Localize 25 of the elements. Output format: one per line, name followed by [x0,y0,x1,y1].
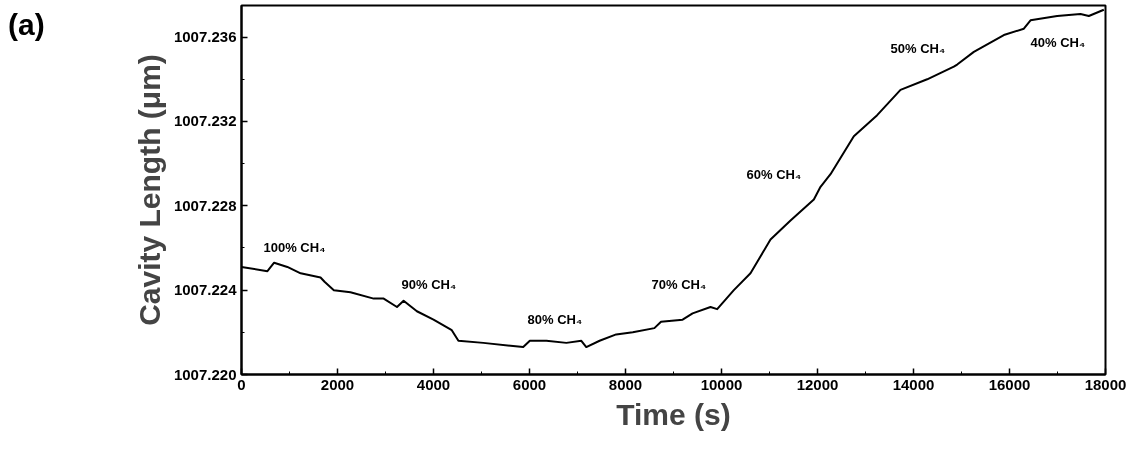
x-tick-label: 16000 [988,375,1031,393]
y-tick-label: 1007.236 [173,28,237,46]
y-tick-label: 1007.232 [173,112,237,130]
x-tick-label: 4000 [416,375,451,393]
annotation: 40% CH₄ [1030,35,1086,50]
x-tick-label: 12000 [796,375,839,393]
x-tick-label: 18000 [1084,375,1127,393]
x-tick-label: 2000 [320,375,355,393]
y-tick-label: 1007.224 [173,281,238,299]
annotation: 90% CH₄ [401,277,457,292]
x-tick-label: 6000 [512,375,547,393]
x-tick-label: 10000 [700,375,743,393]
annotation: 60% CH₄ [746,167,802,182]
y-tick-label: 1007.220 [173,365,237,383]
x-axis-title: Time (s) [616,397,731,431]
annotation: 100% CH₄ [263,240,326,255]
x-tick-label: 14000 [892,375,935,393]
y-axis-title: Cavity Length (μm) [132,54,166,326]
annotation: 80% CH₄ [527,312,583,327]
annotation: 50% CH₄ [890,41,946,56]
chart-title: (a) [8,7,45,43]
y-tick-label: 1007.228 [173,196,237,214]
x-tick-label: 0 [237,375,246,393]
x-tick-label: 8000 [608,375,643,393]
annotation: 70% CH₄ [651,277,707,292]
